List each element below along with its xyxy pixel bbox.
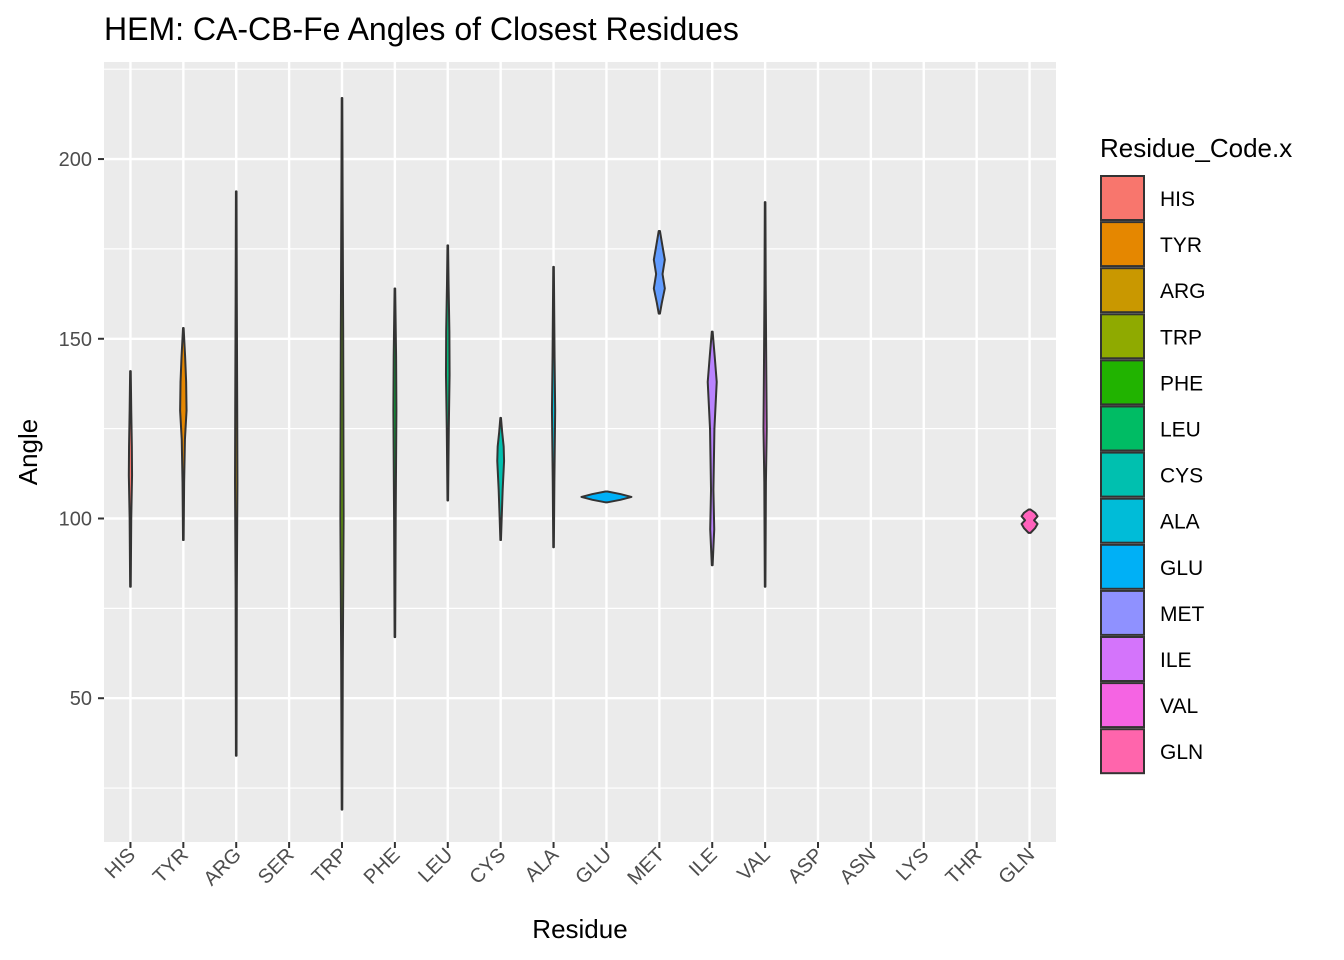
x-tick-label-TRP: TRP	[308, 844, 352, 888]
y-tick-label-50: 50	[70, 688, 92, 710]
legend-label-his: HIS	[1160, 188, 1195, 211]
x-tick-label-ASP: ASP	[784, 844, 828, 888]
violin-leu	[444, 244, 451, 502]
legend-key-phe	[1100, 359, 1145, 406]
violin-tyr	[179, 326, 188, 542]
y-tick-label-100: 100	[59, 508, 92, 530]
x-axis: HIS TYR ARG SER TRP PHE LEU CYS ALA GLU MET ILE VAL A…	[101, 842, 1039, 890]
x-tick-label-HIS: HIS	[101, 844, 140, 883]
legend-key-ala	[1100, 497, 1145, 544]
legend-label-tyr: TYR	[1160, 234, 1202, 257]
legend-label-ala: ALA	[1160, 511, 1200, 534]
x-tick-label-LEU: LEU	[414, 844, 457, 887]
legend: Residue_Code.x HIS TYR ARG TRP PHE LEU CYS ALA G…	[1100, 133, 1292, 775]
legend-label-val: VAL	[1160, 695, 1198, 718]
x-tick-label-GLN: GLN	[994, 844, 1039, 889]
legend-key-leu	[1100, 405, 1145, 452]
violin-trp	[339, 96, 345, 811]
violins	[127, 96, 1039, 811]
plot-panel	[104, 62, 1056, 842]
legend-key-tyr	[1100, 221, 1145, 268]
x-tick-label-CYS: CYS	[466, 844, 511, 889]
minor-gridlines	[104, 68, 1056, 789]
violin-cys	[496, 416, 506, 542]
legend-label-phe: PHE	[1160, 372, 1203, 395]
legend-label-leu: LEU	[1160, 419, 1201, 442]
violin-ile	[706, 330, 718, 567]
x-tick-label-THR: THR	[942, 844, 987, 889]
legend-key-trp	[1100, 313, 1145, 360]
legend-label-trp: TRP	[1160, 326, 1202, 349]
y-tick-label-200: 200	[59, 149, 92, 171]
legend-label-glu: GLU	[1160, 557, 1203, 580]
y-axis-title: Angle	[13, 419, 43, 486]
y-tick-label-150: 150	[59, 329, 92, 351]
legend-title: Residue_Code.x	[1100, 133, 1292, 163]
violin-his	[127, 370, 134, 588]
x-tick-label-SER: SER	[254, 844, 299, 889]
legend-key-val	[1100, 682, 1145, 729]
violin-gln	[1020, 508, 1039, 534]
x-tick-label-TYR: TYR	[149, 844, 193, 888]
x-tick-label-VAL: VAL	[733, 844, 774, 885]
y-axis: 50 100 150 200	[59, 149, 104, 710]
x-tick-label-ASN: ASN	[836, 844, 881, 889]
legend-label-ile: ILE	[1160, 649, 1192, 672]
violin-ala	[550, 265, 557, 549]
legend-label-cys: CYS	[1160, 465, 1203, 488]
legend-key-arg	[1100, 267, 1145, 314]
x-tick-label-ALA: ALA	[521, 844, 564, 887]
x-tick-label-PHE: PHE	[360, 844, 405, 889]
legend-key-his	[1100, 175, 1145, 221]
violin-phe	[392, 287, 398, 639]
legend-key-cys	[1100, 451, 1145, 498]
x-tick-label-GLU: GLU	[571, 844, 616, 889]
legend-label-gln: GLN	[1160, 741, 1203, 764]
chart-title: HEM: CA-CB-Fe Angles of Closest Residues	[104, 11, 739, 47]
legend-label-arg: ARG	[1160, 280, 1206, 303]
x-tick-label-LYS: LYS	[892, 844, 933, 885]
x-tick-label-MET: MET	[623, 844, 668, 889]
violin-met	[652, 229, 666, 315]
violin-glu	[580, 490, 633, 504]
legend-key-met	[1100, 589, 1145, 636]
legend-key-gln	[1100, 728, 1145, 775]
legend-key-glu	[1100, 543, 1145, 590]
violin-arg	[234, 190, 239, 757]
legend-label-met: MET	[1160, 603, 1205, 626]
x-tick-label-ARG: ARG	[200, 844, 246, 890]
x-tick-label-ILE: ILE	[685, 844, 722, 881]
x-axis-title: Residue	[532, 914, 627, 944]
legend-key-ile	[1100, 636, 1145, 682]
violin-val	[762, 201, 768, 588]
